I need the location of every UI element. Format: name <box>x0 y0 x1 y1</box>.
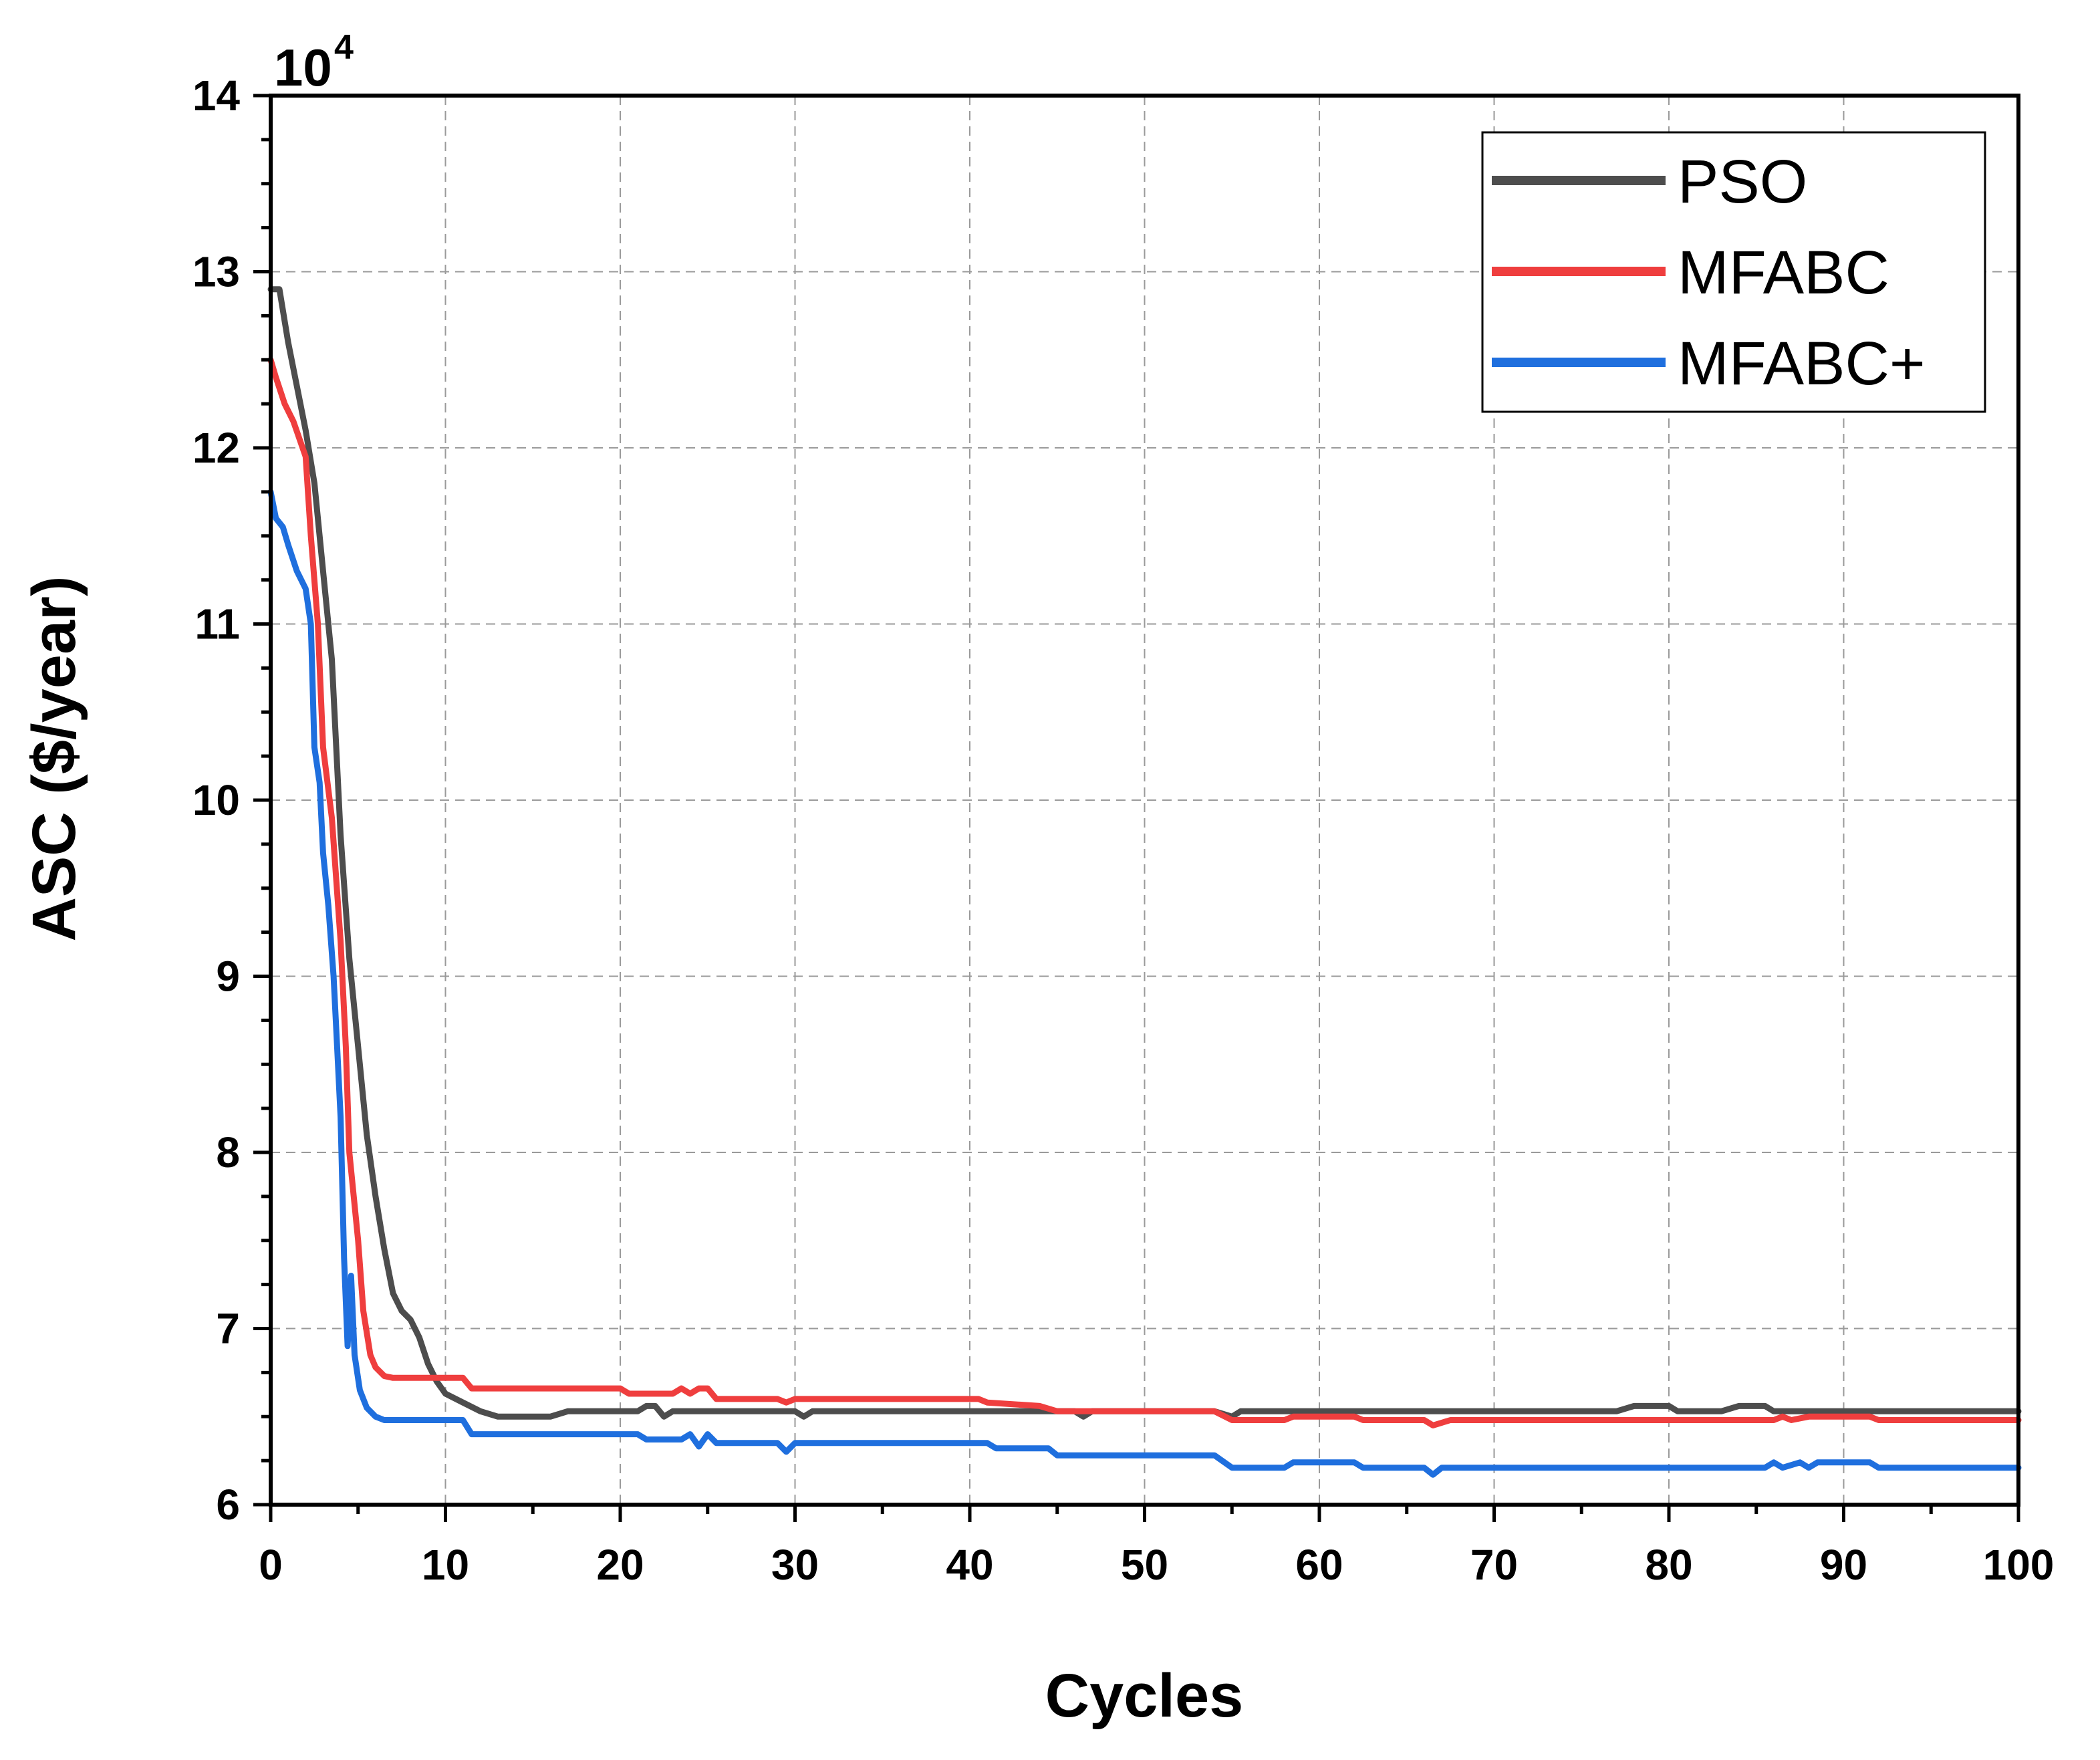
x-tick-label: 80 <box>1645 1541 1692 1589</box>
legend-label-mfabc: MFABC <box>1678 239 1889 307</box>
x-tick-label: 100 <box>1983 1541 2055 1589</box>
y-tick-label: 8 <box>216 1128 240 1176</box>
x-tick-label: 90 <box>1820 1541 1867 1589</box>
series-line-mfabc-plus <box>267 489 2022 1478</box>
legend-entries: PSO MFABC MFABC+ <box>1492 148 1926 398</box>
y-tick-label: 10 <box>192 776 240 824</box>
y-tick-label: 13 <box>192 248 240 296</box>
y-tick-label: 14 <box>192 72 241 120</box>
y-tick-label: 12 <box>192 424 240 472</box>
y-tick-label: 11 <box>194 600 240 648</box>
y-multiplier-exponent: 4 <box>334 28 354 67</box>
axis-ticks <box>253 94 2020 1522</box>
x-tick-label: 10 <box>422 1541 469 1589</box>
legend-label-mfabc-plus: MFABC+ <box>1678 330 1926 398</box>
x-tick-label: 40 <box>946 1541 993 1589</box>
series-lines <box>267 286 2022 1478</box>
legend-label-pso: PSO <box>1678 148 1807 216</box>
series-line-mfabc <box>267 356 2022 1428</box>
x-tick-label: 60 <box>1295 1541 1343 1589</box>
y-tick-label: 7 <box>216 1305 240 1353</box>
tick-labels: 0 10 20 30 40 50 60 70 80 90 100 6 7 8 9 10 11 12 13 14 <box>192 72 2055 1589</box>
y-tick-label: 9 <box>216 953 240 1001</box>
x-tick-label: 30 <box>771 1541 819 1589</box>
series-line-pso <box>267 286 2022 1420</box>
x-tick-label: 20 <box>596 1541 644 1589</box>
y-multiplier-base: 10 <box>274 38 332 97</box>
x-tick-label: 70 <box>1470 1541 1518 1589</box>
x-tick-label: 50 <box>1121 1541 1168 1589</box>
x-tick-label: 0 <box>259 1541 283 1589</box>
legend: PSO MFABC MFABC+ <box>1481 131 1986 413</box>
x-axis-title: Cycles <box>1045 1662 1244 1730</box>
y-tick-label: 6 <box>216 1481 240 1529</box>
y-axis-title: ASC ($/year) <box>20 576 88 941</box>
